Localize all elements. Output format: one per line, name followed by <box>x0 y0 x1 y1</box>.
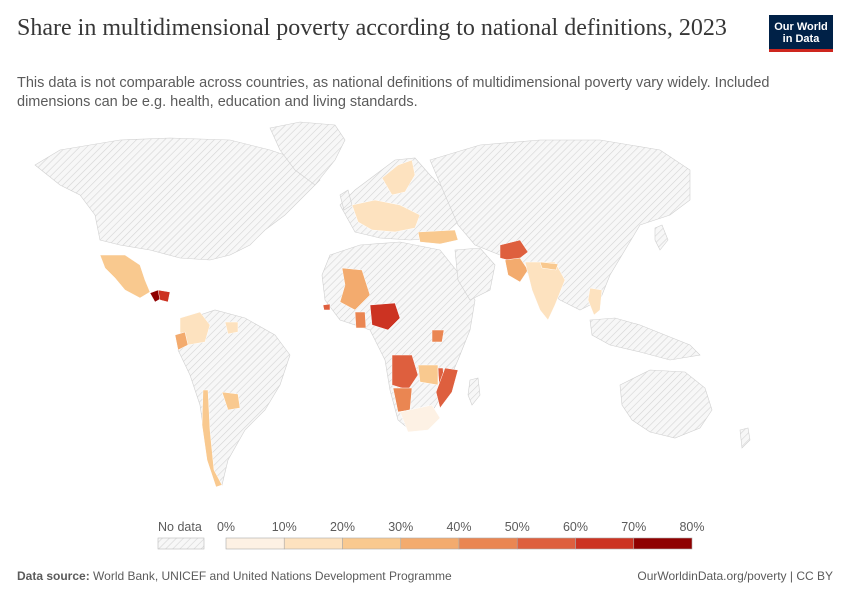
japan-landmass <box>654 224 669 251</box>
region-sierra-leone[interactable] <box>322 303 331 311</box>
region-europe-block[interactable] <box>351 199 421 233</box>
australia-landmass <box>619 369 713 439</box>
region-turkey[interactable] <box>417 229 459 245</box>
region-colombia[interactable] <box>179 311 211 346</box>
region-mexico[interactable] <box>99 254 151 299</box>
data-source-text[interactable]: World Bank, UNICEF and United Nations De… <box>93 569 452 583</box>
region-chile[interactable] <box>201 389 223 488</box>
region-nepal[interactable] <box>539 261 559 271</box>
legend-color-bins <box>225 537 693 550</box>
region-thailand[interactable] <box>587 287 603 316</box>
legend: No data 0% 10% 20% 30% 40% 50% 60% 70% 80% <box>157 520 705 550</box>
data-regions <box>99 159 603 488</box>
region-scandinavia[interactable] <box>381 159 416 196</box>
logo-line-1: Our World <box>774 21 828 33</box>
legend-tick-label: 40% <box>446 520 471 534</box>
region-honduras[interactable] <box>157 289 171 303</box>
madagascar-landmass <box>467 377 481 406</box>
region-mali[interactable] <box>339 267 371 311</box>
greenland-landmass <box>269 121 346 186</box>
legend-tick-label: 0% <box>217 520 235 534</box>
owid-logo[interactable]: Our World in Data <box>769 15 833 52</box>
legend-bin-3[interactable] <box>400 537 460 550</box>
legend-tick-label: 70% <box>621 520 646 534</box>
region-ecuador[interactable] <box>174 331 189 351</box>
data-source: Data source: World Bank, UNICEF and Unit… <box>17 569 452 583</box>
world-map: No data 0% 10% 20% 30% 40% 50% 60% 70% 80% <box>34 121 751 550</box>
region-south-africa[interactable] <box>399 404 441 433</box>
new-zealand-landmass <box>739 427 751 449</box>
legend-bin-4[interactable] <box>458 537 518 550</box>
region-nigeria[interactable] <box>369 302 401 331</box>
arabia-landmass <box>454 247 496 301</box>
southeast-asia-islands <box>589 317 701 361</box>
region-angola[interactable] <box>391 354 419 391</box>
legend-bin-2[interactable] <box>342 537 402 550</box>
data-source-label: Data source: <box>17 569 90 583</box>
footer-link[interactable]: OurWorldinData.org/poverty | CC BY <box>637 569 833 583</box>
legend-tick-label: 20% <box>330 520 355 534</box>
legend-bin-5[interactable] <box>516 537 576 550</box>
legend-tick-label: 60% <box>563 520 588 534</box>
region-afghanistan[interactable] <box>499 239 529 263</box>
asia-landmass <box>429 139 691 311</box>
legend-tick-label: 10% <box>272 520 297 534</box>
chart-subtitle: This data is not comparable across count… <box>17 75 770 110</box>
north-america-landmass <box>34 137 321 261</box>
region-india[interactable] <box>524 261 566 321</box>
region-zambia[interactable] <box>417 364 439 386</box>
region-venezuela[interactable] <box>224 321 239 335</box>
legend-bin-7[interactable] <box>633 537 693 550</box>
legend-bin-6[interactable] <box>575 537 635 550</box>
legend-no-data-label: No data <box>158 520 202 534</box>
region-mozambique[interactable] <box>435 367 459 409</box>
region-ghana[interactable] <box>354 311 367 329</box>
legend-tick-labels: 0% 10% 20% 30% 40% 50% 60% 70% 80% <box>217 520 705 534</box>
legend-tick-label: 80% <box>679 520 704 534</box>
region-pakistan[interactable] <box>504 257 529 283</box>
logo-line-2: in Data <box>782 33 820 45</box>
legend-tick-label: 50% <box>505 520 530 534</box>
legend-bin-0[interactable] <box>225 537 285 550</box>
legend-tick-label: 30% <box>388 520 413 534</box>
chart-title: Share in multidimensional poverty accord… <box>17 15 727 41</box>
legend-no-data-swatch[interactable] <box>157 537 205 550</box>
region-paraguay[interactable] <box>221 391 241 411</box>
legend-bin-1[interactable] <box>283 537 343 550</box>
region-uganda[interactable] <box>431 329 445 343</box>
